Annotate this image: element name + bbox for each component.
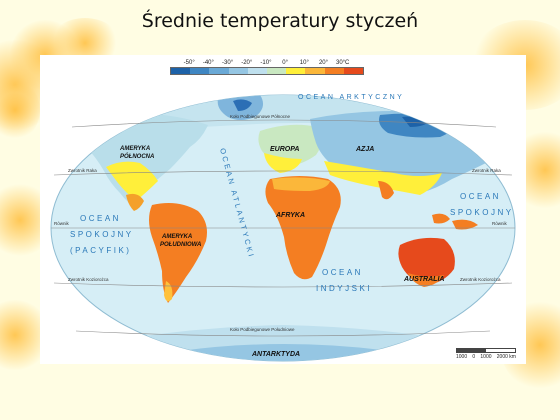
continent-label-south-america-2: POŁUDNIOWA bbox=[160, 242, 201, 248]
new-guinea bbox=[452, 219, 478, 230]
continent-label-south-america-1: AMERYKA bbox=[161, 234, 192, 240]
ocean-indian-label-1: OCEAN bbox=[322, 268, 363, 277]
scale-label: 1000 bbox=[456, 354, 468, 360]
equator-label-right: Równik bbox=[492, 221, 508, 226]
ocean-pacific-left-label-2: SPOKOJNY bbox=[70, 230, 134, 239]
tropic-capricorn-label-right: Zwrotnik Koziorożca bbox=[460, 277, 501, 282]
legend-swatch bbox=[209, 68, 229, 74]
equator-label-left: Równik bbox=[54, 221, 70, 226]
legend-swatch bbox=[343, 68, 363, 74]
indonesia bbox=[432, 213, 450, 224]
legend-label: -40° bbox=[202, 60, 214, 66]
continent-label-africa: AFRYKA bbox=[275, 212, 305, 219]
ocean-arctic-label: OCEAN ARKTYCZNY bbox=[298, 94, 404, 101]
polar-south-label: Koło Podbiegunowe Południowe bbox=[230, 327, 295, 332]
tropic-cancer-label-right: Zwrotnik Raka bbox=[472, 168, 501, 173]
continent-label-asia: AZJA bbox=[355, 146, 374, 153]
legend-label: -20° bbox=[241, 60, 253, 66]
legend-label: 30°C bbox=[335, 60, 350, 66]
slide-title: Średnie temperatury styczeń bbox=[141, 10, 419, 32]
legend-swatch bbox=[266, 68, 287, 74]
polar-north-label: Koło Podbiegunowe Północne bbox=[230, 114, 291, 119]
land-australia bbox=[398, 237, 455, 285]
antarctica-interior bbox=[180, 344, 390, 361]
legend-swatch bbox=[324, 68, 344, 74]
legend-swatch bbox=[190, 68, 210, 74]
greenland-cold-core bbox=[233, 99, 252, 111]
africa-north bbox=[272, 177, 330, 191]
continent-label-north-america-2: PÓŁNOCNA bbox=[120, 153, 154, 160]
australia-south bbox=[408, 273, 444, 287]
ocean-pacific-right-label-2: SPOKOJNY bbox=[450, 208, 514, 217]
legend-label: -10° bbox=[260, 60, 272, 66]
legend-label: 0° bbox=[282, 60, 288, 66]
legend-swatch bbox=[228, 68, 248, 74]
ocean-pacific-left-label-1: OCEAN bbox=[80, 214, 121, 223]
scale-label: 1000 bbox=[480, 354, 492, 360]
central-america bbox=[126, 193, 144, 211]
india bbox=[378, 181, 394, 200]
continent-label-antarctica: ANTARKTYDA bbox=[251, 351, 300, 358]
scale-labels: 1000 0 1000 2000 km bbox=[456, 354, 516, 360]
continent-label-australia: AUSTRALIA bbox=[403, 276, 444, 283]
north-america-warm bbox=[106, 161, 158, 201]
tropic-cancer-label-left: Zwrotnik Raka bbox=[68, 168, 97, 173]
continent-label-north-america-1: AMERYKA bbox=[119, 146, 150, 152]
reference-lines bbox=[51, 119, 515, 337]
legend-swatch bbox=[305, 68, 325, 74]
ocean-pacific-right-label-1: OCEAN bbox=[460, 192, 501, 201]
ocean-indian-label-2: INDYJSKI bbox=[316, 284, 372, 293]
legend-color-bar bbox=[170, 67, 364, 75]
tropic-capricorn-line bbox=[53, 282, 513, 288]
asia-south-warm bbox=[324, 161, 442, 195]
map-scale: 1000 0 1000 2000 km bbox=[456, 348, 516, 360]
legend-swatch bbox=[247, 68, 267, 74]
scale-bar bbox=[456, 348, 516, 353]
legend-label: -30° bbox=[222, 60, 234, 66]
legend-swatch bbox=[171, 68, 191, 74]
scale-label: 0 bbox=[472, 354, 476, 360]
legend-label: -50° bbox=[183, 60, 195, 66]
tropic-capricorn-label-left: Zwrotnik Koziorożca bbox=[68, 277, 109, 282]
continent-label-europe: EUROPA bbox=[270, 146, 299, 153]
tropic-cancer-line bbox=[53, 170, 513, 176]
map-canvas: Koło Podbiegunowe Północne Zwrotnik Raka… bbox=[50, 94, 516, 362]
land-africa bbox=[265, 176, 341, 280]
polar-south-line bbox=[75, 330, 491, 337]
polar-north-line bbox=[71, 119, 497, 128]
legend-label: 10° bbox=[299, 60, 309, 66]
legend-label: 20° bbox=[318, 60, 329, 66]
temperature-legend: -50° -40° -30° -20° -10° 0° 10° 20° 30°C bbox=[170, 60, 364, 75]
europe-south bbox=[264, 153, 302, 173]
world-temperature-map: Koło Podbiegunowe Północne Zwrotnik Raka… bbox=[40, 55, 526, 364]
legend-labels: -50° -40° -30° -20° -10° 0° 10° 20° 30°C bbox=[170, 60, 364, 66]
scale-label: 2000 km bbox=[496, 354, 516, 360]
ocean-pacific-left-label-3: (PACYFIK) bbox=[70, 246, 131, 255]
legend-swatch bbox=[286, 68, 306, 74]
